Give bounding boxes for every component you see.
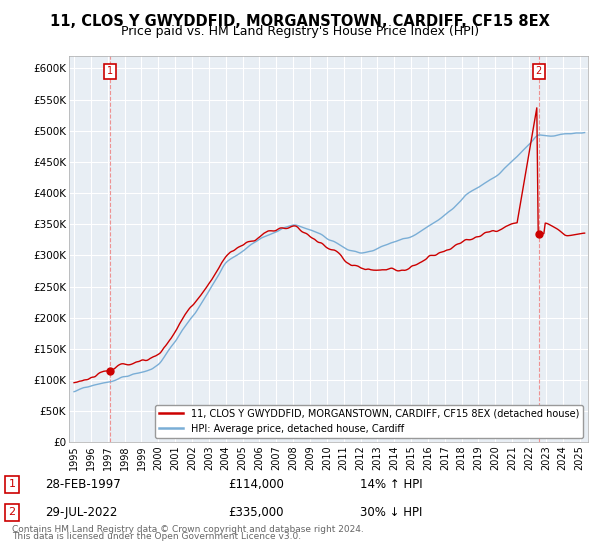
Text: This data is licensed under the Open Government Licence v3.0.: This data is licensed under the Open Gov… (12, 532, 301, 541)
Legend: 11, CLOS Y GWYDDFID, MORGANSTOWN, CARDIFF, CF15 8EX (detached house), HPI: Avera: 11, CLOS Y GWYDDFID, MORGANSTOWN, CARDIF… (155, 405, 583, 437)
Text: 11, CLOS Y GWYDDFID, MORGANSTOWN, CARDIFF, CF15 8EX: 11, CLOS Y GWYDDFID, MORGANSTOWN, CARDIF… (50, 14, 550, 29)
Text: 30% ↓ HPI: 30% ↓ HPI (360, 506, 422, 519)
Text: 14% ↑ HPI: 14% ↑ HPI (360, 478, 422, 491)
Text: 1: 1 (8, 479, 16, 489)
Text: 2: 2 (536, 67, 542, 77)
Text: Contains HM Land Registry data © Crown copyright and database right 2024.: Contains HM Land Registry data © Crown c… (12, 525, 364, 534)
Text: 2: 2 (8, 507, 16, 517)
Text: Price paid vs. HM Land Registry's House Price Index (HPI): Price paid vs. HM Land Registry's House … (121, 25, 479, 38)
Text: 29-JUL-2022: 29-JUL-2022 (45, 506, 118, 519)
Text: 1: 1 (107, 67, 113, 77)
Text: 28-FEB-1997: 28-FEB-1997 (45, 478, 121, 491)
Text: £335,000: £335,000 (228, 506, 284, 519)
Text: £114,000: £114,000 (228, 478, 284, 491)
